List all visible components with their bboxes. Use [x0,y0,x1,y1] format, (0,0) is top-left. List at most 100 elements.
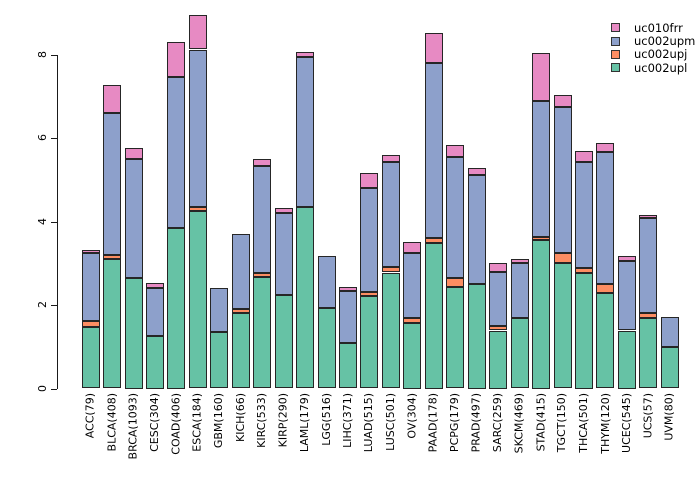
x-tick-label: PRAD(497) [469,393,483,453]
bar-segment-uc010frr [403,241,422,254]
legend-item-uc002upl: uc002upl [611,60,695,75]
bar-segment-uc002upm [360,188,379,293]
x-tick-label: KICH(66) [233,393,247,442]
bar-segment-uc002upm [596,151,615,284]
legend-label: uc010frr [634,20,683,35]
bar-segment-uc010frr [596,142,615,152]
y-tick-mark [51,54,57,56]
x-tick-label: LGG(516) [319,393,333,446]
bar-segment-uc002upl [317,307,336,389]
bar-segment-uc002upl [596,293,615,389]
bar-segment-uc010frr [574,150,593,162]
legend: uc010frr uc002upm uc002upj uc002upl [611,21,695,75]
bar-segment-uc010frr [253,159,272,166]
x-tick-label: ESCA(184) [190,393,204,452]
bar-segment-uc002upl [81,326,100,389]
x-tick-label: CESC(304) [148,393,161,452]
x-tick-label: BLCA(408) [105,393,118,452]
bar-segment-uc002upj [253,272,272,277]
bar-segment-uc002upl [210,331,229,389]
bar-segment-uc002upj [446,278,465,287]
bar-segment-uc002upm [103,113,121,256]
bar-segment-uc002upm [81,253,100,321]
bar-segment-uc002upm [210,288,229,332]
x-tick-label: COAD(406) [169,393,183,455]
bar-segment-uc002upl [403,323,422,389]
bar-segment-uc002upm [660,317,679,348]
bar-segment-uc002upj [81,320,100,327]
legend-swatch-uc002upm [611,36,620,46]
y-tick-mark [51,305,57,307]
bar-segment-uc010frr [360,173,379,189]
legend-swatch-uc010frr [611,23,620,33]
bar-segment-uc010frr [274,208,293,214]
bar-segment-uc010frr [103,84,121,114]
x-tick-label: SARC(259) [491,393,505,453]
y-tick-mark [51,388,57,390]
bar-segment-uc002upj [381,266,400,273]
x-tick-label: LAML(179) [298,393,312,453]
bar-segment-uc010frr [188,14,207,50]
y-tick-label: 6 [36,134,49,142]
bar-segment-uc010frr [639,215,658,219]
bar-segment-uc002upm [231,233,250,310]
x-tick-label: UCS(57) [641,393,655,439]
x-tick-label: SKCM(469) [512,393,526,454]
bar-segment-uc002upm [424,63,443,238]
bar-segment-uc002upm [574,161,593,269]
bar-segment-uc002upm [553,106,572,253]
legend-item-uc002upj: uc002upj [611,47,695,61]
legend-item-uc010frr: uc010frr [611,20,695,35]
bar-segment-uc010frr [296,52,315,57]
legend-item-uc002upm: uc002upm [611,34,696,49]
x-tick-label: THCA(501) [576,393,590,453]
bar-segment-uc002upl [145,336,164,389]
bar-segment-uc010frr [145,283,164,288]
bar-segment-uc010frr [339,286,357,291]
bar-segment-uc002upm [381,161,400,267]
x-tick-label: UCEC(545) [619,393,633,453]
y-tick-mark [51,138,57,140]
x-tick-label: KIRP(290) [276,393,290,448]
bar-segment-uc010frr [617,255,636,262]
y-axis-line [57,54,58,390]
y-tick-label: 2 [36,301,49,309]
bar-segment-uc002upl [103,259,121,389]
bar-segment-uc002upl [510,318,529,389]
bar-segment-uc002upj [596,283,615,294]
bar-segment-uc002upm [296,57,315,208]
bar-segment-uc002upl [660,347,679,389]
bar-segment-uc002upm [467,175,486,285]
legend-label: uc002upl [634,60,688,75]
bar-segment-uc010frr [489,262,508,272]
bar-segment-uc002upj [188,206,207,212]
bar-segment-uc002upm [124,159,143,278]
bar-segment-uc002upl [553,263,572,389]
x-tick-label: THYM(120) [598,393,612,454]
bar-segment-uc002upl [639,317,658,389]
y-tick-label: 4 [36,217,49,225]
bar-segment-uc002upj [532,236,550,240]
bar-segment-uc002upm [532,100,550,237]
bar-segment-uc010frr [553,94,572,107]
x-tick-label: LIHC(371) [341,393,354,448]
y-tick-label: 0 [36,384,49,392]
bar-segment-uc010frr [467,168,486,175]
bar-segment-uc002upj [639,313,658,318]
x-tick-label: UVM(80) [662,393,676,441]
y-tick-mark [51,221,57,223]
x-tick-label: BRCA(1093) [126,393,140,460]
bar-segment-uc002upl [167,228,186,389]
bar-segment-uc002upj [231,309,250,313]
bar-segment-uc002upl [188,211,207,389]
bar-segment-uc002upl [446,286,465,389]
bar-segment-uc002upl [532,240,550,389]
bar-segment-uc002upl [574,273,593,389]
legend-label: uc002upm [634,34,696,49]
bar-segment-uc010frr [532,53,550,101]
bar-segment-uc010frr [167,41,186,77]
bar-segment-uc002upm [446,156,465,279]
bar-segment-uc002upl [339,342,357,389]
bar-segment-uc002upl [424,243,443,389]
bar-segment-uc002upl [617,330,636,389]
